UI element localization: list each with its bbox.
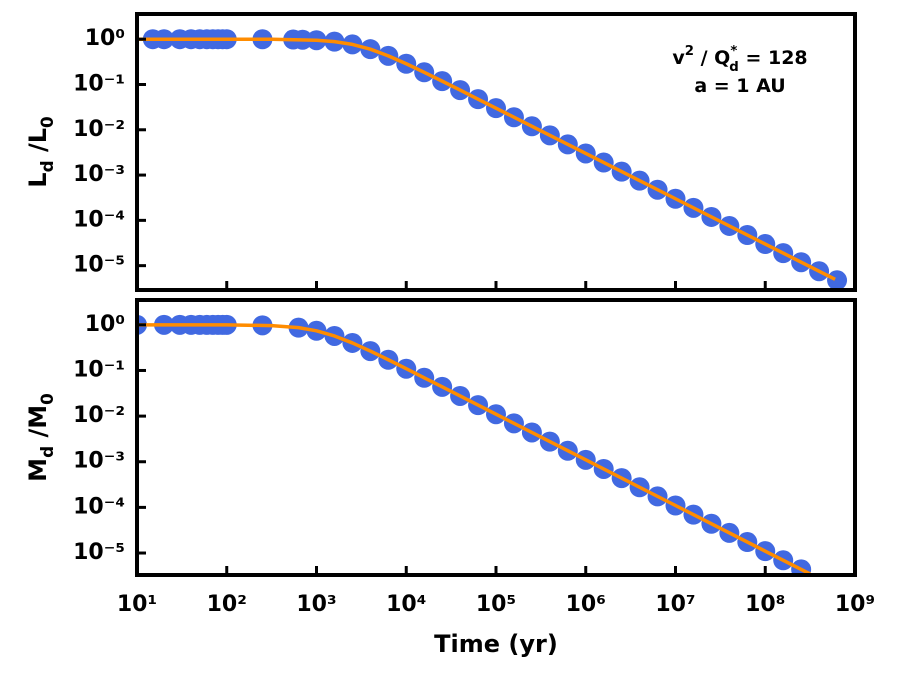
y-tick-label: 10⁻⁵ (73, 253, 125, 278)
text-part: a = 1 AU (694, 75, 785, 97)
x-tick-label: 10⁹ (835, 592, 875, 617)
x-tick-label: 10⁴ (386, 592, 426, 617)
y-tick-label: 10⁻² (73, 403, 125, 428)
text-part: /M (24, 405, 52, 446)
x-tick-label: 10¹ (117, 592, 157, 617)
x-axis-label: Time (yr) (434, 630, 558, 658)
axes-frame (135, 12, 857, 292)
text-part: = 128 (739, 47, 808, 69)
text-part: /L (24, 128, 52, 160)
y-axis-label: Md /M0 (24, 393, 57, 482)
x-tick-label: 10² (207, 592, 247, 617)
text-part: L (24, 172, 52, 187)
text-part: M (24, 458, 52, 482)
x-tick-label: 10⁶ (566, 592, 606, 617)
x-tick-label: 10⁷ (655, 592, 695, 617)
y-tick-label: 10⁻⁴ (73, 494, 125, 519)
text-part: 2 (685, 44, 694, 59)
model-line (137, 37, 836, 281)
y-tick-label: 10⁻³ (73, 162, 125, 187)
y-tick-label: 10⁻³ (73, 449, 125, 474)
plot-area (137, 29, 848, 290)
x-tick-label: 10⁵ (476, 592, 516, 617)
y-tick-label: 10⁰ (85, 312, 125, 337)
y-tick-label: 10⁰ (85, 26, 125, 51)
text-part: 0 (37, 116, 57, 128)
y-tick-label: 10⁻⁴ (73, 207, 125, 232)
x-tick-label: 10³ (296, 592, 336, 617)
annotation: v2 / Q* d = 128 (672, 44, 807, 75)
text-part: d (729, 60, 739, 75)
y-tick-label: 10⁻¹ (73, 71, 125, 96)
text-part: / Q (694, 47, 730, 69)
y-tick-label: 10⁻⁵ (73, 540, 125, 565)
model-line (137, 323, 811, 575)
data-point (827, 270, 848, 290)
annotation: a = 1 AU (694, 75, 785, 97)
text-part: d (37, 160, 57, 172)
y-tick-label: 10⁻² (73, 117, 125, 142)
axes-frame (135, 298, 857, 577)
text-part: 0 (37, 393, 57, 405)
x-tick-label: 10⁸ (745, 592, 785, 617)
text-part: v (672, 47, 685, 69)
plot-area (137, 314, 812, 575)
y-tick-label: 10⁻¹ (73, 357, 125, 382)
text-part: d (37, 446, 57, 458)
y-axis-label: Ld /L0 (24, 116, 57, 187)
text-part: * (730, 44, 737, 59)
